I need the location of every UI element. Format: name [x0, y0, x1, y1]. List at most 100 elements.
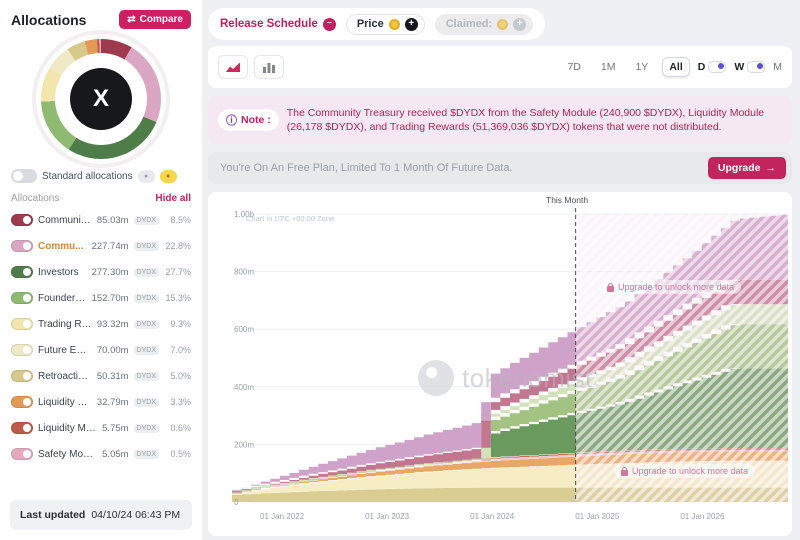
last-updated-label: Last updated: [20, 509, 86, 521]
allocation-row: Community ... 85.03m DYDX 8.5%: [11, 207, 191, 233]
allocation-toggle[interactable]: [11, 240, 33, 252]
coin-icon: [388, 18, 400, 30]
allocation-pct: 22.8%: [165, 241, 191, 251]
granularity-monthly-label: M: [773, 61, 782, 73]
x-tick-label: 01 Jan 2022: [260, 512, 305, 521]
allocation-row: Commu... 227.74m DYDX 22.8%: [11, 233, 191, 259]
standard-allocations-label: Standard allocations: [42, 170, 133, 182]
allocation-value: 70.00m: [96, 344, 129, 356]
allocation-pct: 8.5%: [170, 215, 191, 225]
allocation-toggle[interactable]: [11, 214, 33, 226]
bar-chart-button[interactable]: [254, 55, 284, 79]
add-price-button[interactable]: +: [404, 17, 418, 31]
price-chip[interactable]: Price +: [345, 13, 425, 35]
granularity-daily-label: D: [697, 61, 706, 73]
token-coin-icon[interactable]: ●: [159, 169, 177, 183]
allocation-toggle[interactable]: [11, 422, 33, 434]
range-1m-button[interactable]: 1M: [595, 58, 622, 76]
range-group: 7D 1M 1Y All D W M: [561, 57, 782, 77]
allocation-label: Liquidity Pro...: [38, 396, 92, 408]
unlock-annotation[interactable]: Upgrade to unlock more data: [600, 280, 742, 294]
allocation-pct: 5.0%: [170, 371, 191, 381]
claimed-chip[interactable]: Claimed: +: [434, 13, 534, 35]
allocation-value: 5.75m: [102, 422, 129, 434]
allocations-panel: Allocations ⇄ Compare X Standard allocat…: [0, 0, 202, 540]
allocation-row: Founders, E... 152.70m DYDX 15.3%: [11, 285, 191, 311]
allocation-value: 152.70m: [91, 292, 129, 304]
series-liquidity-mo-: [232, 448, 788, 494]
daily-toggle[interactable]: [708, 61, 727, 73]
range-all-button[interactable]: All: [662, 57, 690, 77]
allocation-value: 277.30m: [91, 266, 129, 278]
panel-title: Allocations: [11, 11, 87, 28]
standard-allocations-row: Standard allocations ● ●: [11, 169, 191, 183]
allocation-toggle[interactable]: [11, 344, 33, 356]
stacked-area-plot[interactable]: 0 200m 400m 600m 800m 1.00b: [232, 206, 788, 508]
token-badge: DYDX: [133, 267, 159, 277]
svg-text:0: 0: [234, 498, 239, 507]
note-text: The Community Treasury received $DYDX fr…: [286, 106, 765, 133]
remove-release-schedule-button[interactable]: −: [322, 17, 336, 31]
last-updated: Last updated 04/10/24 06:43 PM: [10, 500, 192, 530]
donut-ring[interactable]: X: [41, 39, 161, 159]
hide-all-link[interactable]: Hide all: [155, 193, 191, 204]
range-7d-button[interactable]: 7D: [561, 58, 586, 76]
allocation-row: Future Empl... 70.00m DYDX 7.0%: [11, 337, 191, 363]
allocation-pct: 3.3%: [170, 397, 191, 407]
allocation-label: Investors: [38, 266, 79, 278]
compare-icon: ⇄: [127, 14, 136, 25]
toggle-knob: [23, 268, 31, 276]
toggle-knob: [23, 450, 31, 458]
area-chart-icon: [226, 62, 240, 72]
svg-text:800m: 800m: [234, 268, 254, 277]
toggle-knob: [23, 216, 31, 224]
toggle-knob: [23, 346, 31, 354]
unlock-annotation[interactable]: Upgrade to unlock more data: [614, 464, 756, 478]
granularity-monthly[interactable]: M: [773, 61, 782, 73]
granularity-weekly: W: [734, 61, 766, 73]
plan-text: You're On An Free Plan, Limited To 1 Mon…: [220, 162, 513, 174]
bar-chart-icon: [263, 63, 275, 73]
granularity-daily: D: [698, 61, 727, 73]
allocation-row: Retroactive ... 50.31m DYDX 5.0%: [11, 363, 191, 389]
allocation-toggle[interactable]: [11, 448, 33, 460]
allocation-value: 85.03m: [96, 214, 129, 226]
allocations-header-row: Allocations ⇄ Compare: [11, 10, 191, 29]
token-badge: DYDX: [133, 345, 159, 355]
area-chart-button[interactable]: [218, 55, 248, 79]
allocation-toggle[interactable]: [11, 396, 33, 408]
unlock-annotation-text: Upgrade to unlock more data: [632, 466, 749, 476]
donut-gap: X: [55, 53, 147, 145]
note-banner: ⓘ Note : The Community Treasury received…: [208, 96, 792, 144]
allocation-toggle[interactable]: [11, 370, 33, 382]
x-tick-label: 01 Jan 2024: [470, 512, 515, 521]
compare-button[interactable]: ⇄ Compare: [119, 10, 191, 29]
unlock-annotation-text: Upgrade to unlock more data: [618, 282, 735, 292]
allocation-toggle[interactable]: [11, 292, 33, 304]
release-schedule-chart: This Month 0 200m 400m 600m 800m 1.00b Chart …: [208, 192, 792, 536]
allocation-donut: X: [41, 39, 161, 159]
allocation-label: Safety Module: [38, 448, 98, 460]
timezone-note: Chart in UTC +00:00 Zone: [246, 214, 335, 223]
range-1y-button[interactable]: 1Y: [629, 58, 654, 76]
toggle-knob: [23, 398, 31, 406]
allocation-pct: 7.0%: [170, 345, 191, 355]
weekly-toggle[interactable]: [747, 61, 766, 73]
allocation-toggle[interactable]: [11, 318, 33, 330]
allocation-row: Safety Module 5.05m DYDX 0.5%: [11, 441, 191, 467]
allocation-list: Community ... 85.03m DYDX 8.5% Commu... 227.7…: [11, 207, 191, 467]
allocations-subtitle: Allocations: [11, 193, 60, 204]
x-tick-label: 01 Jan 2025: [575, 512, 620, 521]
standard-allocations-toggle[interactable]: [11, 169, 37, 183]
usd-badge-icon[interactable]: ●: [137, 169, 155, 183]
upgrade-button[interactable]: Upgrade →: [707, 157, 786, 179]
allocation-row: Liquidity Pro... 32.79m DYDX 3.3%: [11, 389, 191, 415]
allocation-label: Liquidity Mo...: [38, 422, 98, 434]
last-updated-value: 04/10/24 06:43 PM: [91, 509, 181, 521]
add-claimed-button[interactable]: +: [513, 17, 527, 31]
x-tick-label: 01 Jan 2026: [680, 512, 725, 521]
allocation-pct: 0.6%: [170, 423, 191, 433]
allocation-label: Founders, E...: [38, 292, 87, 304]
allocation-toggle[interactable]: [11, 266, 33, 278]
compare-label: Compare: [139, 14, 183, 25]
